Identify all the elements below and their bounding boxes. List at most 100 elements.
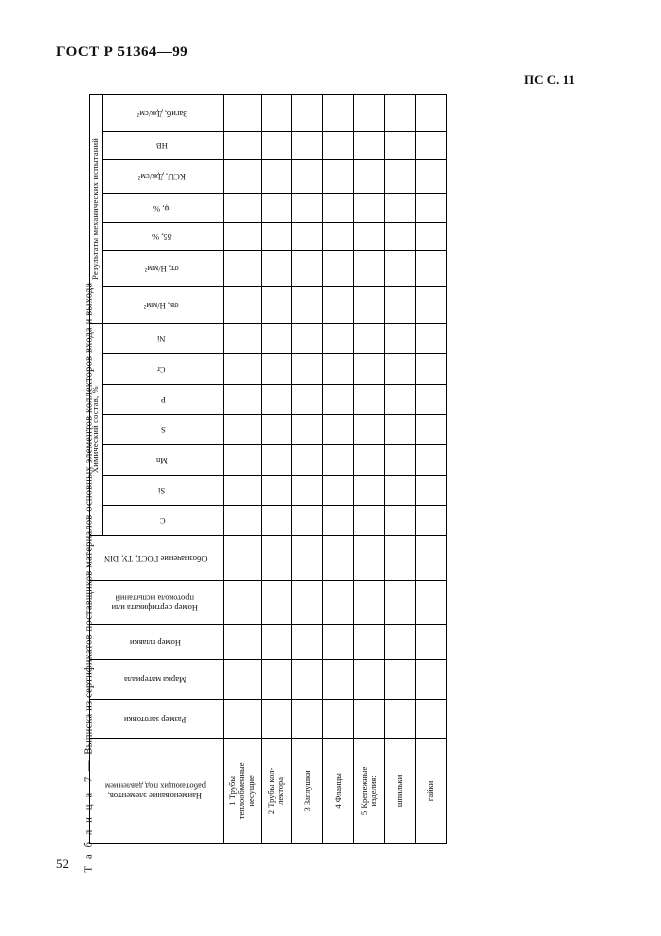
cell-s[interactable] [261,414,292,445]
cell-kcu[interactable] [384,159,416,194]
cell-mn[interactable] [415,444,447,476]
cell-si[interactable] [223,475,261,506]
cell-grade[interactable] [291,659,323,700]
cell-hb[interactable] [353,131,385,160]
cell-cr[interactable] [223,353,261,385]
cell-c[interactable] [322,505,354,536]
cell-certificate[interactable] [353,580,385,625]
cell-hb[interactable] [261,131,292,160]
cell-hb[interactable] [291,131,323,160]
cell-psi[interactable] [291,193,323,223]
cell-size[interactable] [353,699,385,739]
cell-bend[interactable] [384,94,416,132]
cell-size[interactable] [223,699,261,739]
cell-ni[interactable] [322,323,354,354]
cell-grade[interactable] [384,659,416,700]
cell-sigma-t[interactable] [415,250,447,287]
cell-sigma-v[interactable] [291,286,323,324]
cell-bend[interactable] [261,94,292,132]
cell-heat[interactable] [353,624,385,660]
cell-size[interactable] [415,699,447,739]
cell-sigma-t[interactable] [384,250,416,287]
cell-si[interactable] [384,475,416,506]
cell-designation[interactable] [322,535,354,581]
cell-cr[interactable] [322,353,354,385]
cell-certificate[interactable] [223,580,261,625]
cell-s[interactable] [291,414,323,445]
cell-hb[interactable] [384,131,416,160]
cell-hb[interactable] [322,131,354,160]
cell-designation[interactable] [384,535,416,581]
cell-c[interactable] [353,505,385,536]
cell-designation[interactable] [353,535,385,581]
cell-grade[interactable] [261,659,292,700]
cell-s[interactable] [415,414,447,445]
cell-si[interactable] [322,475,354,506]
cell-mn[interactable] [384,444,416,476]
cell-bend[interactable] [223,94,261,132]
cell-certificate[interactable] [415,580,447,625]
cell-c[interactable] [223,505,261,536]
cell-bend[interactable] [291,94,323,132]
cell-mn[interactable] [322,444,354,476]
cell-sigma-v[interactable] [322,286,354,324]
cell-sigma-v[interactable] [261,286,292,324]
cell-sigma-v[interactable] [415,286,447,324]
cell-delta5[interactable] [322,222,354,251]
cell-kcu[interactable] [261,159,292,194]
cell-p[interactable] [291,384,323,415]
cell-hb[interactable] [223,131,261,160]
cell-sigma-t[interactable] [223,250,261,287]
cell-heat[interactable] [223,624,261,660]
cell-s[interactable] [353,414,385,445]
cell-ni[interactable] [223,323,261,354]
cell-certificate[interactable] [384,580,416,625]
cell-grade[interactable] [353,659,385,700]
cell-cr[interactable] [261,353,292,385]
cell-mn[interactable] [261,444,292,476]
cell-ni[interactable] [384,323,416,354]
cell-sigma-t[interactable] [261,250,292,287]
cell-p[interactable] [415,384,447,415]
cell-grade[interactable] [223,659,261,700]
cell-mn[interactable] [291,444,323,476]
cell-p[interactable] [261,384,292,415]
cell-hb[interactable] [415,131,447,160]
cell-bend[interactable] [415,94,447,132]
cell-heat[interactable] [384,624,416,660]
cell-designation[interactable] [291,535,323,581]
cell-kcu[interactable] [291,159,323,194]
cell-psi[interactable] [415,193,447,223]
cell-kcu[interactable] [415,159,447,194]
cell-s[interactable] [223,414,261,445]
cell-cr[interactable] [291,353,323,385]
cell-si[interactable] [261,475,292,506]
cell-delta5[interactable] [384,222,416,251]
cell-delta5[interactable] [223,222,261,251]
cell-grade[interactable] [322,659,354,700]
cell-psi[interactable] [261,193,292,223]
cell-ni[interactable] [291,323,323,354]
cell-certificate[interactable] [322,580,354,625]
cell-designation[interactable] [415,535,447,581]
cell-c[interactable] [261,505,292,536]
cell-size[interactable] [291,699,323,739]
cell-p[interactable] [384,384,416,415]
cell-c[interactable] [384,505,416,536]
cell-delta5[interactable] [291,222,323,251]
cell-certificate[interactable] [291,580,323,625]
cell-si[interactable] [291,475,323,506]
cell-cr[interactable] [353,353,385,385]
cell-sigma-v[interactable] [384,286,416,324]
cell-si[interactable] [353,475,385,506]
cell-certificate[interactable] [261,580,292,625]
cell-s[interactable] [384,414,416,445]
cell-grade[interactable] [415,659,447,700]
cell-heat[interactable] [261,624,292,660]
cell-s[interactable] [322,414,354,445]
cell-sigma-v[interactable] [223,286,261,324]
cell-sigma-t[interactable] [291,250,323,287]
cell-psi[interactable] [223,193,261,223]
cell-psi[interactable] [322,193,354,223]
cell-p[interactable] [223,384,261,415]
